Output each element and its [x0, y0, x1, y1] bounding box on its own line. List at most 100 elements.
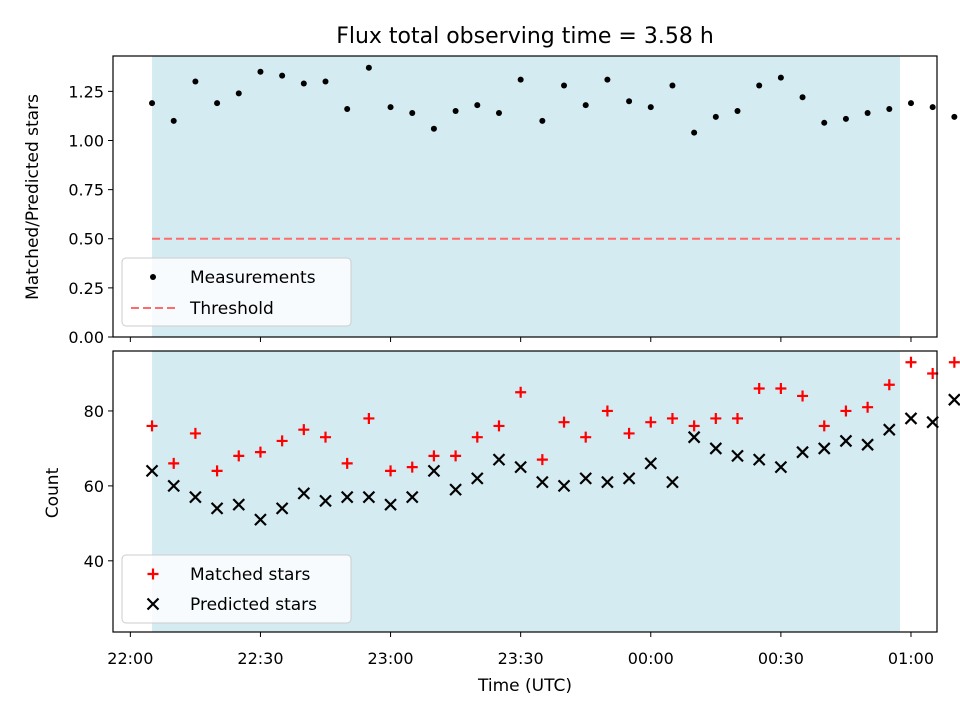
predicted-point	[232, 498, 246, 511]
matched-point	[558, 416, 570, 428]
legend-matched-label: Matched stars	[190, 565, 310, 585]
legend-predicted-label: Predicted stars	[190, 595, 317, 615]
bottom-x-tick-label: 23:00	[368, 649, 414, 668]
matched-point	[233, 450, 245, 462]
predicted-point	[666, 475, 679, 489]
predicted-point	[319, 494, 332, 508]
matched-point	[320, 431, 332, 443]
measurement-point	[582, 102, 589, 109]
matched-point	[406, 461, 418, 473]
legend-matched-marker	[147, 568, 159, 580]
x-axis-label: Time (UTC)	[477, 676, 572, 696]
matched-point	[493, 420, 505, 432]
top-y-tick-label: 1.25	[68, 82, 104, 101]
measurement-point	[170, 117, 177, 124]
top-y-tick-label: 1.00	[68, 131, 104, 150]
predicted-point	[297, 487, 311, 500]
matched-point	[645, 416, 657, 428]
predicted-point	[471, 472, 484, 485]
measurement-point	[495, 109, 502, 116]
measurement-point	[430, 125, 437, 132]
predicted-point	[817, 442, 831, 455]
top-legend-box	[121, 257, 352, 327]
matched-point	[146, 420, 158, 432]
matched-point	[797, 390, 809, 402]
measurement-point	[539, 117, 546, 124]
bottom-x-tick-label: 22:00	[107, 649, 153, 668]
matched-point	[883, 379, 895, 391]
measurement-point	[669, 82, 676, 89]
measurement-point	[777, 74, 784, 81]
matched-point	[580, 431, 592, 443]
legend-measurements-marker	[150, 274, 156, 280]
top-y-tick-label: 0.00	[68, 328, 104, 347]
matched-point	[211, 465, 223, 477]
measurement-point	[864, 109, 871, 116]
top-legend: Measurements Threshold	[121, 257, 352, 327]
legend-predicted-marker	[146, 597, 160, 611]
measurement-point	[734, 108, 741, 115]
bottom-plot-area: 40 60 80 22:00 22:30 23:00 23:30 00:00 00:30 01:0…	[84, 350, 960, 668]
predicted-point	[774, 460, 788, 474]
matched-point	[385, 465, 397, 477]
measurement-point	[192, 78, 199, 85]
measurement-point	[626, 98, 633, 105]
measurement-point	[886, 106, 893, 113]
predicted-point	[579, 472, 592, 485]
bottom-legend-box	[121, 554, 352, 624]
measurement-point	[474, 102, 481, 109]
measurement-point	[799, 94, 806, 101]
matched-point	[515, 386, 527, 398]
predicted-point	[362, 490, 376, 504]
predicted-point	[210, 502, 224, 515]
measurement-point	[842, 115, 849, 122]
matched-point	[428, 450, 440, 462]
predicted-point	[948, 393, 960, 406]
measurement-point	[517, 76, 524, 83]
predicted-point	[644, 457, 658, 470]
matched-point	[927, 367, 939, 379]
legend-measurements-label: Measurements	[190, 268, 316, 288]
measurement-point	[929, 104, 936, 111]
measurement-point	[647, 104, 654, 111]
predicted-point	[405, 490, 419, 504]
chart-title: Flux total observing time = 3.58 h	[336, 24, 714, 49]
top-plot-area: 0.00 0.25 0.50 0.75 1.00 1.25 Measurements Thre…	[68, 55, 958, 347]
predicted-point	[601, 475, 614, 489]
measurement-point	[149, 100, 156, 107]
matched-point	[450, 450, 462, 462]
measurement-point	[561, 82, 568, 89]
predicted-point	[514, 460, 527, 474]
legend-threshold-label: Threshold	[189, 299, 274, 319]
bottom-x-tick-label: 23:30	[498, 649, 544, 668]
measurement-point	[257, 68, 264, 75]
matched-point	[710, 412, 722, 424]
matched-point	[298, 424, 310, 436]
bottom-x-tick-label: 00:00	[628, 649, 674, 668]
matched-point	[341, 457, 353, 469]
measurement-point	[756, 82, 763, 89]
measurement-point	[907, 100, 914, 107]
matched-point	[623, 427, 635, 439]
measurement-point	[235, 90, 242, 97]
predicted-point	[427, 464, 441, 478]
predicted-point	[796, 445, 809, 459]
bottom-y-tick-label: 80	[84, 402, 104, 421]
predicted-point	[449, 483, 462, 496]
predicted-point	[167, 479, 180, 493]
matched-point	[775, 382, 787, 394]
top-y-axis-label: Matched/Predicted stars	[23, 94, 43, 300]
matched-point	[168, 457, 180, 469]
measurement-point	[387, 104, 394, 111]
matched-point	[732, 412, 744, 424]
bottom-x-tick-label: 00:30	[758, 649, 804, 668]
matched-point	[753, 382, 765, 394]
matched-point	[862, 401, 874, 413]
predicted-point	[275, 502, 289, 515]
matched-point	[601, 405, 613, 417]
predicted-point	[189, 490, 202, 504]
bottom-y-axis-label: Count	[43, 467, 63, 518]
predicted-point	[384, 498, 397, 511]
